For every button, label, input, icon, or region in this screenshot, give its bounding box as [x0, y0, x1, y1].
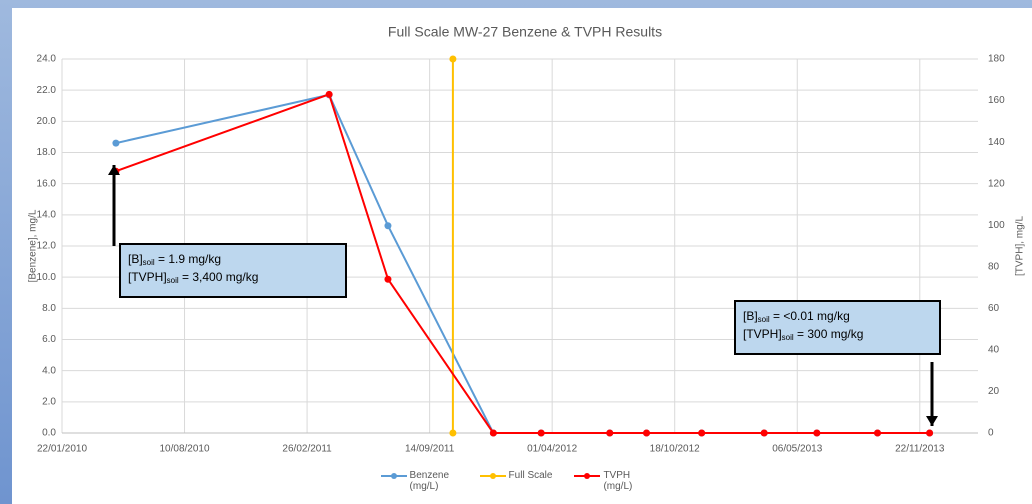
annotation-part: [B]	[743, 309, 758, 323]
y-axis-label: [Benzene], mg/L	[28, 209, 39, 282]
data-point	[489, 429, 497, 437]
annotation-box	[734, 300, 941, 355]
annotation-part: [TVPH]	[128, 270, 167, 284]
y2-tick-label: 40	[988, 345, 1000, 356]
data-point	[449, 55, 457, 63]
data-point	[698, 429, 706, 437]
annotation-text: [B]soil = <0.01 mg/kg	[743, 309, 850, 324]
y2-tick-label: 180	[988, 54, 1005, 65]
y-tick-label: 6.0	[42, 334, 56, 345]
x-tick-label: 01/04/2012	[527, 444, 577, 455]
y-tick-label: 16.0	[37, 178, 57, 189]
y2-tick-label: 80	[988, 261, 1000, 272]
legend-swatch	[574, 473, 601, 479]
y-tick-label: 20.0	[37, 116, 57, 127]
x-tick-label: 18/10/2012	[650, 444, 700, 455]
data-point	[325, 90, 333, 98]
y2-tick-label: 100	[988, 220, 1005, 231]
y-tick-label: 8.0	[42, 303, 56, 314]
data-point	[813, 429, 821, 437]
annotation-part: [B]	[128, 252, 143, 266]
annotation-part: soil	[758, 315, 770, 324]
y2-tick-label: 20	[988, 386, 1000, 397]
x-tick-label: 26/02/2011	[282, 444, 332, 455]
annotation-part: = <0.01 mg/kg	[770, 309, 850, 323]
y-tick-label: 12.0	[37, 241, 57, 252]
series-line	[115, 93, 930, 434]
data-point	[643, 429, 651, 437]
data-point	[384, 275, 392, 283]
x-tick-label: 06/05/2013	[772, 444, 822, 455]
x-tick-label: 22/01/2010	[37, 444, 87, 455]
annotation-text: [B]soil = 1.9 mg/kg	[128, 252, 221, 267]
annotation-part: [TVPH]	[743, 327, 782, 341]
data-point	[926, 429, 934, 437]
y2-tick-label: 120	[988, 178, 1005, 189]
legend-item: Full Scale	[479, 470, 553, 492]
annotation-part: = 3,400 mg/kg	[179, 270, 259, 284]
y2-axis-label: [TVPH], mg/L	[1015, 216, 1026, 276]
y-tick-label: 0.0	[42, 428, 56, 439]
data-point	[449, 429, 457, 437]
chart-title: Full Scale MW-27 Benzene & TVPH Results	[388, 24, 662, 40]
legend: Benzene (mg/L) Full Scale TVPH (mg/L)	[0, 470, 1032, 492]
data-point	[537, 429, 545, 437]
annotation-part: soil	[782, 333, 794, 342]
annotation-part: soil	[167, 276, 179, 285]
annotation-text: [TVPH]soil = 3,400 mg/kg	[128, 270, 258, 285]
data-point	[760, 429, 768, 437]
legend-item: TVPH (mg/L)	[574, 470, 651, 492]
legend-item: Benzene (mg/L)	[380, 470, 458, 492]
y-tick-label: 2.0	[42, 396, 56, 407]
annotation-part: = 1.9 mg/kg	[155, 252, 221, 266]
legend-swatch	[380, 473, 407, 479]
legend-label: TVPH (mg/L)	[603, 470, 633, 492]
annotation-box	[119, 243, 347, 298]
annotation-text: [TVPH]soil = 300 mg/kg	[743, 327, 863, 342]
annotation-part: = 300 mg/kg	[794, 327, 864, 341]
data-point	[874, 429, 882, 437]
y-tick-label: 4.0	[42, 365, 56, 376]
arrow-head	[108, 165, 120, 175]
data-point	[606, 429, 614, 437]
x-tick-label: 22/11/2013	[895, 444, 945, 455]
data-point	[384, 222, 392, 230]
legend-swatch	[479, 473, 506, 479]
y-tick-label: 10.0	[37, 272, 57, 283]
data-point	[112, 139, 120, 147]
x-tick-label: 10/08/2010	[160, 444, 210, 455]
legend-label: Full Scale	[508, 470, 553, 481]
y2-tick-label: 0	[988, 428, 994, 439]
x-tick-label: 14/09/2011	[405, 444, 455, 455]
y2-tick-label: 60	[988, 303, 1000, 314]
y-tick-label: 18.0	[37, 147, 57, 158]
arrow-head	[926, 416, 938, 426]
legend-label: Benzene (mg/L)	[409, 470, 450, 492]
y-tick-label: 22.0	[37, 85, 57, 96]
y-tick-label: 24.0	[37, 54, 57, 65]
y-tick-label: 14.0	[37, 209, 57, 220]
y2-tick-label: 140	[988, 137, 1005, 148]
annotation-part: soil	[143, 258, 155, 267]
y2-tick-label: 160	[988, 95, 1005, 106]
